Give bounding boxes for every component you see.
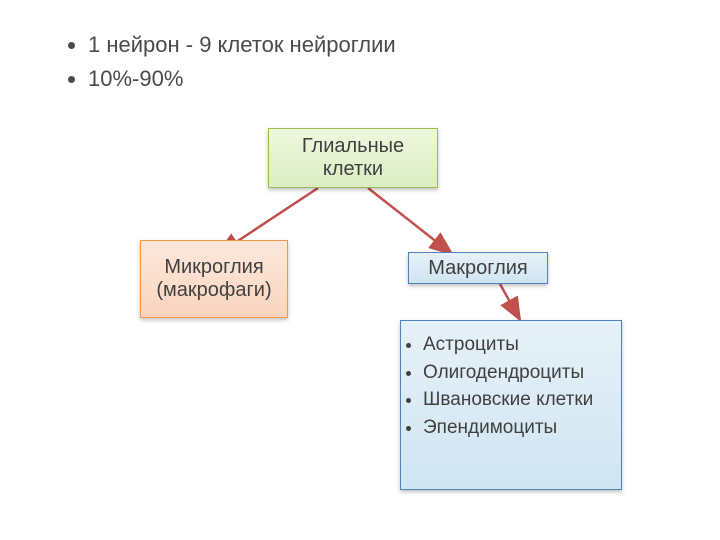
node-root: Глиальные клетки <box>268 128 438 188</box>
node-root-label: Глиальные клетки <box>269 135 437 181</box>
detail-item: Эпендимоциты <box>423 414 615 442</box>
bullet-list: 1 нейрон - 9 клеток нейроглии 10%-90% <box>30 28 396 96</box>
node-microglia-label: Микроглия (макрофаги) <box>141 256 287 302</box>
edge-right-detail <box>500 284 520 320</box>
detail-item: Олигодендроциты <box>423 359 615 387</box>
bullet-item: 1 нейрон - 9 клеток нейроглии <box>88 28 396 62</box>
node-microglia: Микроглия (макрофаги) <box>140 240 288 318</box>
bullet-item: 10%-90% <box>88 62 396 96</box>
edge-root-right <box>368 188 452 254</box>
node-macroglia: Макроглия <box>408 252 548 284</box>
node-macroglia-label: Макроглия <box>428 257 528 280</box>
detail-list: Астроциты Олигодендроциты Швановские кле… <box>409 331 615 441</box>
detail-item: Астроциты <box>423 331 615 359</box>
detail-item: Швановские клетки <box>423 386 615 414</box>
node-detail: Астроциты Олигодендроциты Швановские кле… <box>400 320 622 490</box>
